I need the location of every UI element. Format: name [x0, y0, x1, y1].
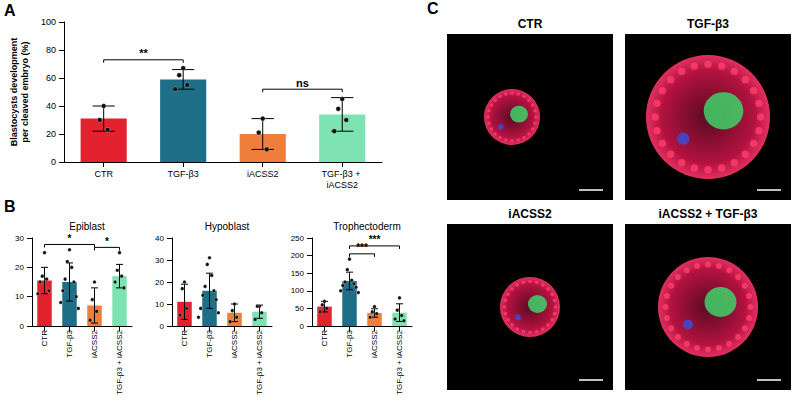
- svg-text:CTR: CTR: [320, 330, 329, 347]
- svg-text:150: 150: [291, 269, 305, 278]
- svg-text:Hypoblast: Hypoblast: [205, 221, 250, 232]
- svg-text:TGF-β3: TGF-β3: [687, 17, 729, 31]
- svg-text:10: 10: [155, 300, 164, 309]
- svg-text:A: A: [4, 2, 16, 19]
- svg-text:20: 20: [15, 263, 24, 272]
- svg-text:10: 10: [15, 292, 24, 301]
- svg-text:40: 40: [155, 234, 164, 243]
- svg-text:80: 80: [46, 45, 56, 55]
- svg-text:CTR: CTR: [180, 330, 189, 347]
- svg-text:50: 50: [295, 304, 304, 313]
- svg-text:100: 100: [41, 17, 56, 27]
- svg-text:TGF-β3: TGF-β3: [65, 329, 74, 357]
- svg-text:iACSS2: iACSS2: [230, 329, 239, 358]
- svg-text:C: C: [427, 0, 439, 17]
- svg-text:iACSS2: iACSS2: [326, 180, 358, 190]
- svg-text:iACSS2: iACSS2: [90, 329, 99, 358]
- svg-text:per cleaved embryo (%): per cleaved embryo (%): [20, 41, 30, 142]
- svg-text:iACSS2: iACSS2: [508, 207, 552, 221]
- svg-text:TGF-β3 +: TGF-β3 +: [322, 169, 363, 179]
- svg-text:*: *: [105, 236, 109, 247]
- svg-text:40: 40: [46, 101, 56, 111]
- svg-text:200: 200: [291, 251, 305, 260]
- svg-text:0: 0: [20, 322, 25, 331]
- svg-text:250: 250: [291, 234, 305, 243]
- svg-text:CTR: CTR: [518, 17, 543, 31]
- svg-text:*: *: [68, 233, 72, 244]
- svg-text:***: ***: [356, 242, 368, 253]
- svg-text:TGF-β3: TGF-β3: [168, 169, 199, 179]
- svg-text:Epiblast: Epiblast: [69, 221, 105, 232]
- svg-text:iACSS2: iACSS2: [247, 169, 279, 179]
- svg-text:0: 0: [51, 157, 56, 167]
- svg-text:iACSS2: iACSS2: [370, 329, 379, 358]
- svg-text:**: **: [139, 47, 148, 59]
- svg-text:20: 20: [46, 129, 56, 139]
- svg-text:60: 60: [46, 73, 56, 83]
- svg-text:Blastocysts development: Blastocysts development: [9, 38, 19, 147]
- svg-text:TGF-β3 + iACSS2: TGF-β3 + iACSS2: [255, 329, 264, 394]
- svg-text:30: 30: [155, 256, 164, 265]
- svg-text:0: 0: [160, 322, 165, 331]
- svg-text:0: 0: [300, 322, 305, 331]
- svg-text:ns: ns: [296, 77, 309, 89]
- svg-text:B: B: [4, 198, 16, 215]
- svg-text:TGF-β3: TGF-β3: [205, 329, 214, 357]
- svg-text:20: 20: [155, 278, 164, 287]
- svg-text:30: 30: [15, 234, 24, 243]
- svg-text:***: ***: [369, 234, 381, 245]
- svg-text:CTR: CTR: [40, 330, 49, 347]
- svg-text:TGF-β3: TGF-β3: [345, 329, 354, 357]
- svg-text:TGF-β3 + iACSS2: TGF-β3 + iACSS2: [115, 329, 124, 394]
- svg-text:iACSS2 + TGF-β3: iACSS2 + TGF-β3: [658, 207, 757, 221]
- svg-text:CTR: CTR: [94, 169, 113, 179]
- svg-text:TGF-β3 + iACSS2: TGF-β3 + iACSS2: [395, 329, 404, 394]
- svg-text:100: 100: [291, 286, 305, 295]
- svg-text:Trophectoderm: Trophectoderm: [333, 221, 400, 232]
